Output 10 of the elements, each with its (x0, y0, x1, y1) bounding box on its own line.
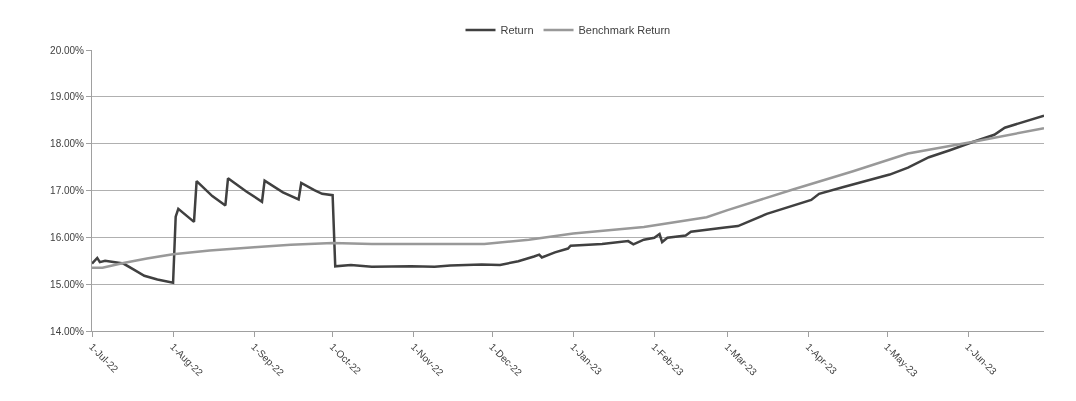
y-tick-label: 19.00% (50, 91, 85, 103)
y-tick-label: 14.00% (50, 325, 85, 337)
y-tick-label: 15.00% (50, 278, 85, 290)
y-tick-label: 18.00% (50, 138, 85, 150)
legend-label: Benchmark Return (578, 24, 671, 37)
y-tick-label: 16.00% (50, 231, 85, 243)
y-tick-label: 17.00% (50, 185, 85, 196)
line-series (92, 114, 1044, 285)
y-tick-label: 20.00% (50, 44, 85, 56)
legend-label: Return (500, 24, 534, 37)
